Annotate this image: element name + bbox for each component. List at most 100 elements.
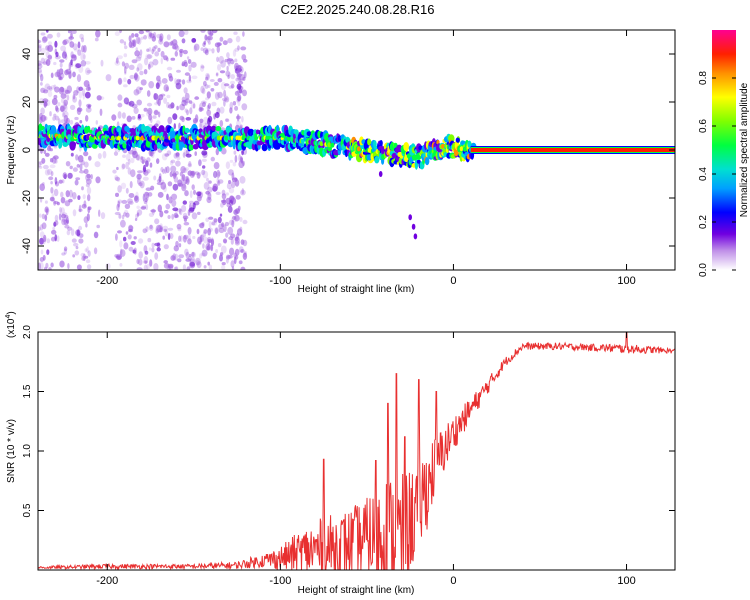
speckle bbox=[184, 248, 189, 256]
speckle bbox=[230, 233, 236, 239]
speckle bbox=[216, 56, 220, 62]
speckle bbox=[143, 260, 148, 264]
speckle bbox=[210, 88, 215, 92]
speckle bbox=[82, 194, 86, 200]
speckle bbox=[240, 249, 245, 253]
snr-plot: -200 -100 0 100 0.5 1.0 1.5 2.0 Height of stra… bbox=[5, 311, 676, 596]
speckle bbox=[216, 177, 220, 185]
speckle bbox=[233, 256, 237, 265]
speckle bbox=[223, 224, 227, 233]
speckle bbox=[172, 39, 178, 46]
speckle bbox=[143, 69, 148, 75]
speckle bbox=[227, 38, 233, 44]
speckle bbox=[236, 83, 242, 90]
speckle bbox=[146, 263, 150, 270]
speckle bbox=[241, 54, 247, 61]
speckle bbox=[47, 33, 53, 39]
speckle bbox=[86, 246, 89, 254]
speckle bbox=[210, 244, 214, 252]
speckle bbox=[96, 224, 100, 229]
speckle bbox=[155, 120, 161, 125]
speckle bbox=[75, 154, 79, 161]
speckle bbox=[203, 40, 207, 45]
speckle bbox=[40, 82, 43, 86]
speckle bbox=[119, 39, 125, 44]
speckle bbox=[140, 206, 147, 210]
ridge-cell bbox=[403, 142, 410, 152]
speckle bbox=[142, 164, 147, 173]
speckle bbox=[117, 102, 123, 108]
speckle bbox=[231, 265, 235, 270]
speckle bbox=[53, 94, 58, 100]
speckle bbox=[44, 83, 51, 92]
speckle bbox=[86, 213, 90, 222]
speckle bbox=[172, 183, 179, 191]
ridge-cell bbox=[184, 127, 190, 134]
colorbar-tick-label: 0.8 bbox=[698, 71, 709, 85]
speckle bbox=[189, 203, 192, 211]
speckle bbox=[229, 195, 235, 201]
speckle bbox=[105, 74, 112, 82]
speckle bbox=[206, 245, 210, 251]
speckle bbox=[210, 237, 214, 245]
speckle bbox=[54, 220, 59, 226]
speckle bbox=[133, 247, 137, 255]
y-tick-label: 0.5 bbox=[22, 503, 33, 517]
speckle bbox=[191, 75, 198, 80]
speckle bbox=[83, 151, 89, 157]
speckle bbox=[54, 159, 58, 164]
speckle bbox=[95, 30, 101, 38]
speckle bbox=[47, 44, 53, 53]
speckle bbox=[63, 114, 69, 123]
speckle bbox=[168, 196, 173, 204]
speckle bbox=[201, 87, 206, 95]
speckle bbox=[117, 111, 122, 119]
speckle bbox=[138, 238, 144, 244]
speckle bbox=[135, 213, 139, 219]
speckle bbox=[168, 265, 174, 270]
speckle bbox=[86, 173, 91, 179]
speckle bbox=[128, 41, 133, 48]
speckle bbox=[149, 224, 153, 229]
speckle bbox=[53, 188, 59, 197]
speckle bbox=[172, 207, 179, 212]
speckle bbox=[64, 224, 70, 229]
speckle bbox=[183, 30, 189, 35]
speckle bbox=[55, 107, 60, 113]
speckle bbox=[116, 166, 119, 171]
speckle bbox=[183, 234, 189, 240]
speckle bbox=[151, 242, 155, 248]
speckle bbox=[225, 70, 231, 77]
speckle bbox=[147, 107, 153, 115]
speckle bbox=[83, 168, 89, 175]
speckle bbox=[169, 160, 174, 166]
speckle bbox=[83, 161, 89, 168]
speckle bbox=[223, 83, 230, 87]
speckle bbox=[184, 98, 190, 104]
x-tick-label: 100 bbox=[617, 275, 635, 287]
speckle bbox=[239, 217, 243, 222]
speckle bbox=[72, 254, 76, 258]
speckle bbox=[144, 260, 148, 264]
speckle bbox=[115, 233, 118, 241]
speckle bbox=[149, 259, 153, 267]
colorbar-tick-label: 0.2 bbox=[698, 215, 709, 229]
speckle bbox=[69, 41, 75, 48]
speckle bbox=[161, 153, 168, 161]
speckle bbox=[77, 49, 82, 56]
speckle bbox=[152, 115, 157, 119]
spectrogram-x-ticks: -200 -100 0 100 bbox=[96, 30, 636, 287]
speckle bbox=[49, 164, 56, 169]
speckle bbox=[53, 155, 59, 160]
speckle bbox=[153, 93, 157, 100]
speckle bbox=[72, 96, 77, 103]
speckle bbox=[216, 45, 220, 53]
speckle bbox=[163, 84, 169, 92]
chart-title: C2E2.2025.240.08.28.R16 bbox=[280, 2, 435, 17]
colorbar: 0.0 0.2 0.4 0.6 0.8 Normalized spectral ampl… bbox=[698, 30, 750, 277]
tone-inner bbox=[470, 148, 675, 152]
speckle bbox=[75, 246, 79, 250]
speckle bbox=[74, 48, 79, 52]
speckle bbox=[202, 165, 206, 169]
speckle bbox=[234, 105, 239, 111]
